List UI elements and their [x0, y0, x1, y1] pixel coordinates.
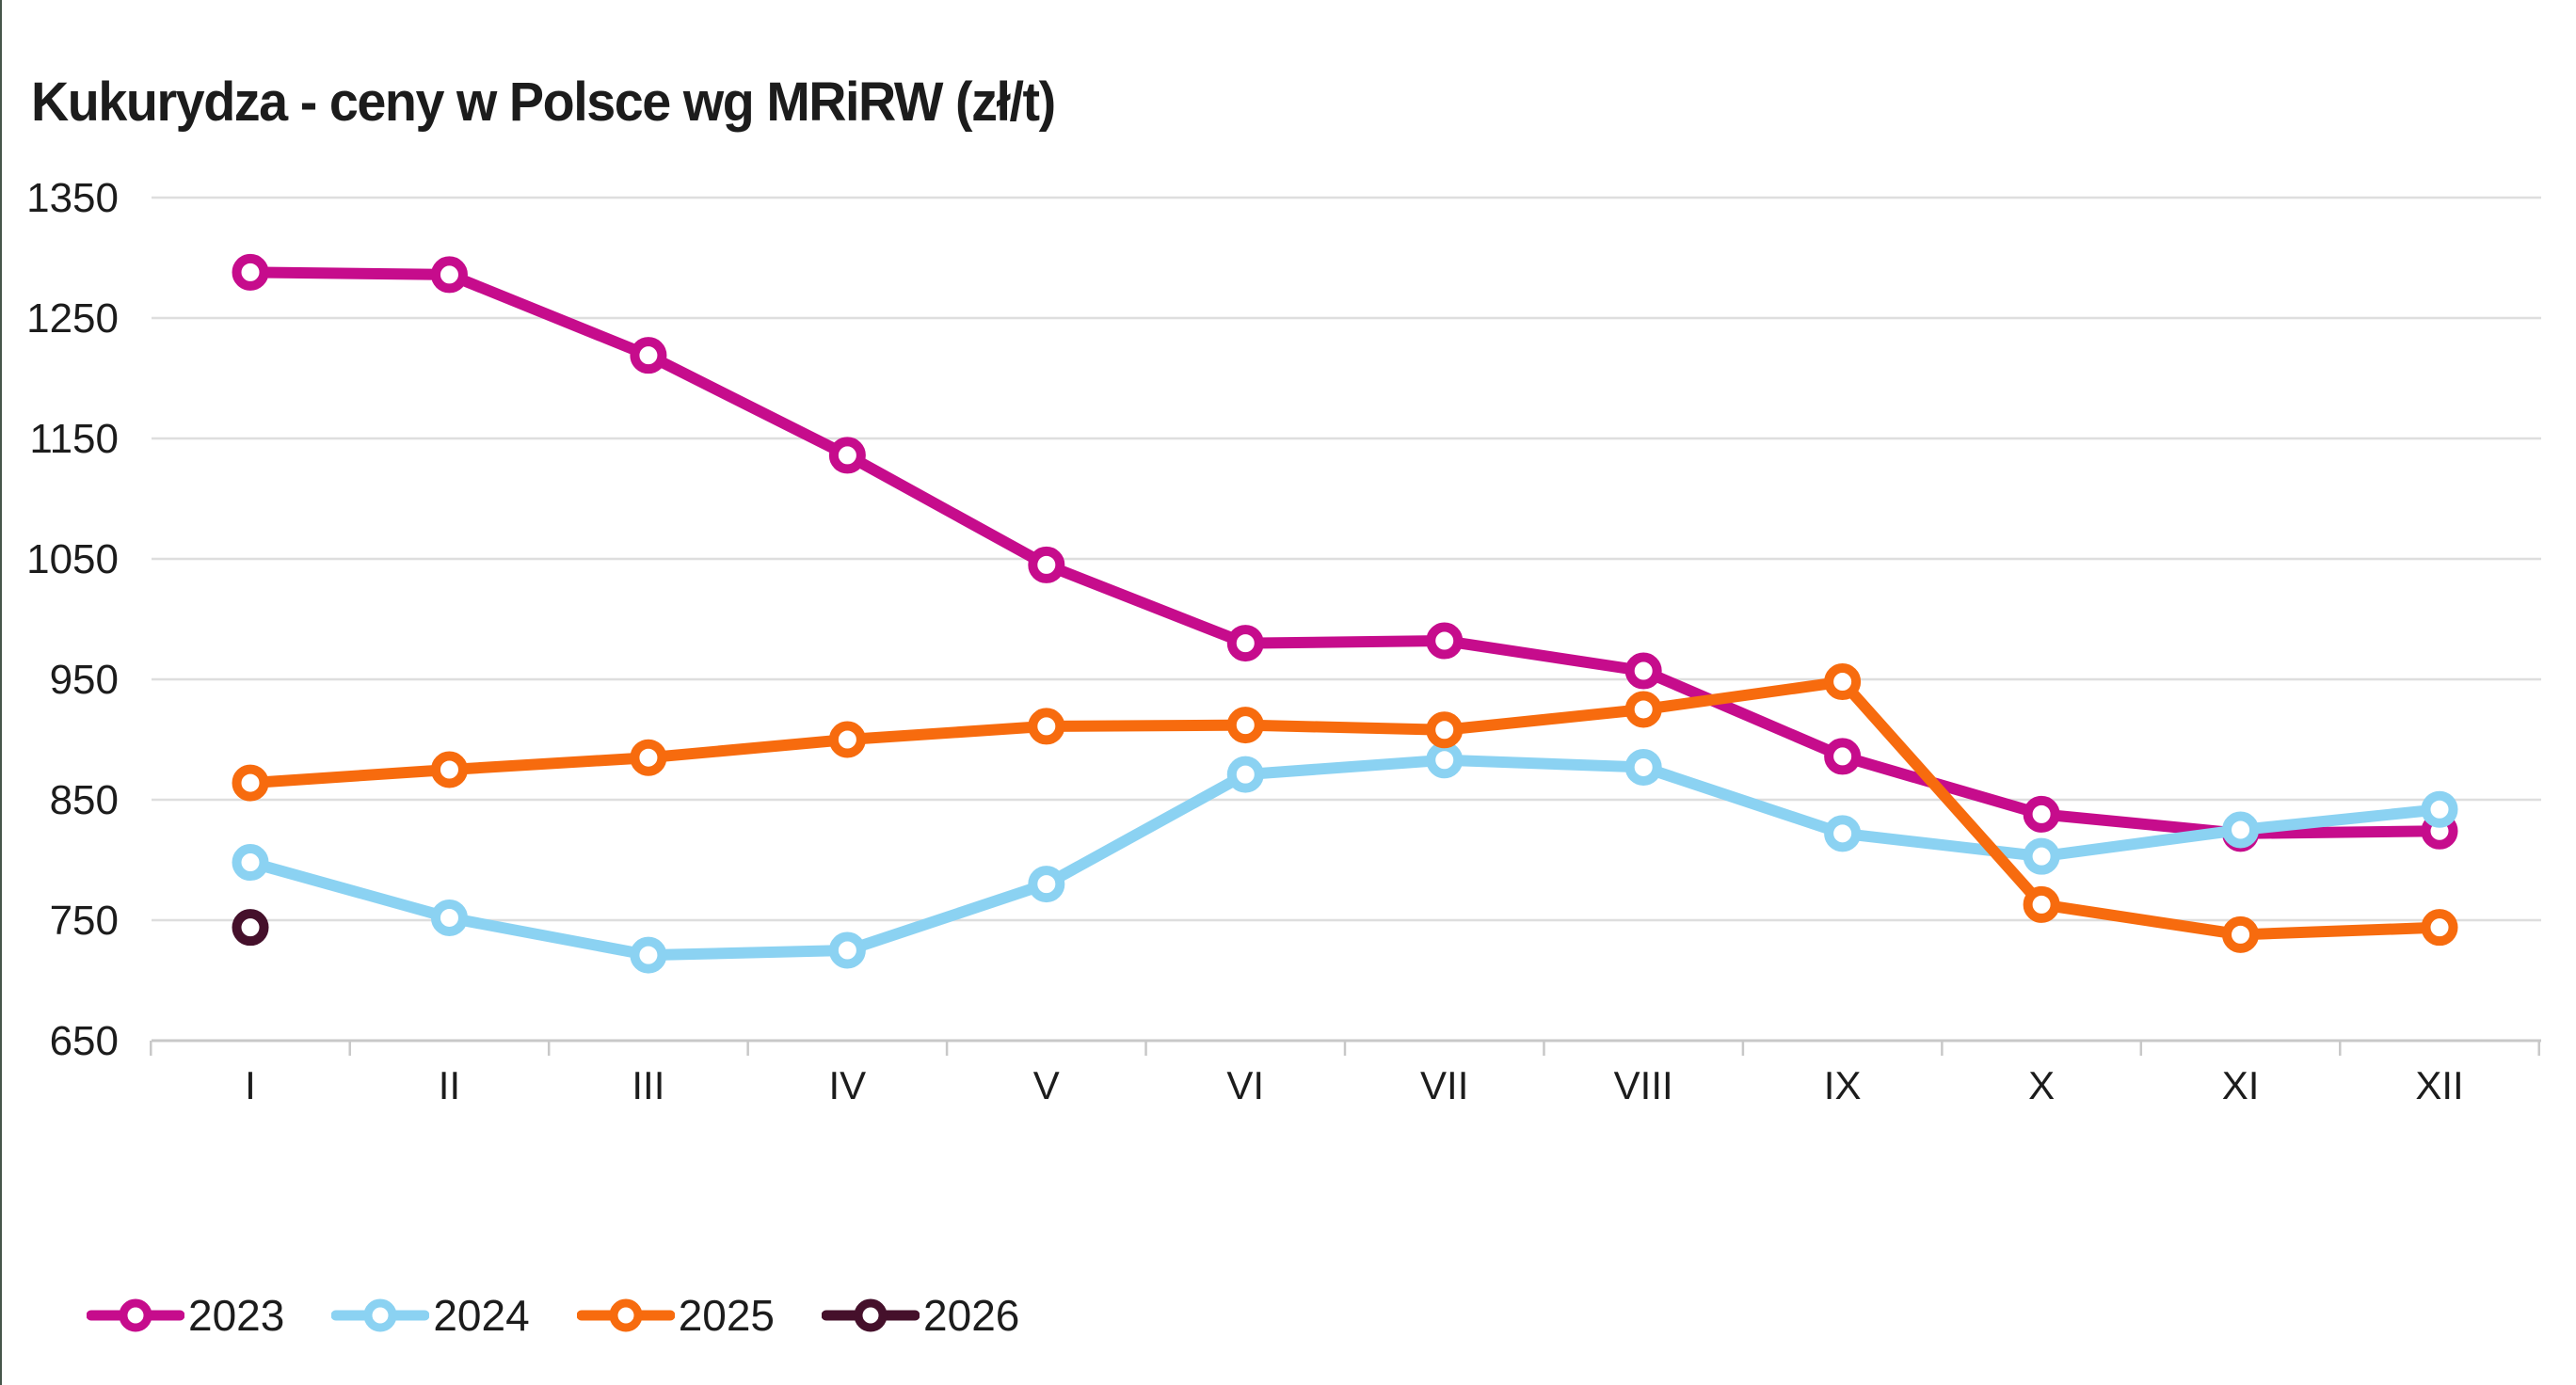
- chart-legend: 2023 2024 2025 2026: [87, 1287, 1019, 1344]
- data-point-2025[interactable]: [1226, 707, 1264, 744]
- legend-marker-icon: [576, 1298, 675, 1332]
- data-point-2025[interactable]: [1824, 663, 1862, 701]
- data-point-2024[interactable]: [1624, 748, 1662, 786]
- data-point-2023[interactable]: [2023, 795, 2060, 833]
- y-axis-label: 850: [50, 777, 119, 823]
- data-point-2024[interactable]: [1426, 741, 1464, 779]
- data-point-2024[interactable]: [430, 899, 468, 936]
- x-axis-label: II: [439, 1063, 460, 1107]
- legend-marker-icon: [87, 1298, 184, 1332]
- y-axis-label: 1150: [29, 416, 119, 462]
- x-axis-label: III: [632, 1063, 664, 1107]
- x-axis-label: XI: [2222, 1063, 2260, 1107]
- legend-item-2025[interactable]: 2025: [576, 1290, 776, 1341]
- data-point-2023[interactable]: [1426, 622, 1464, 660]
- data-point-2024[interactable]: [828, 931, 866, 969]
- data-point-2025[interactable]: [2023, 885, 2060, 923]
- data-point-2025[interactable]: [1426, 711, 1464, 749]
- data-point-2025[interactable]: [1624, 691, 1662, 728]
- legend-label: 2025: [678, 1291, 776, 1340]
- y-axis-label: 650: [50, 1018, 119, 1064]
- data-point-2024[interactable]: [2222, 811, 2260, 849]
- series-line-2025: [245, 676, 2445, 941]
- data-point-2023[interactable]: [1226, 625, 1264, 662]
- y-axis-label: 1250: [26, 295, 119, 342]
- data-point-2024[interactable]: [1226, 756, 1264, 793]
- data-point-2025[interactable]: [828, 721, 866, 758]
- x-axis-label: I: [245, 1063, 256, 1107]
- data-point-2024[interactable]: [2421, 790, 2458, 828]
- legend-marker-icon: [822, 1298, 920, 1332]
- series-line-2024: [245, 754, 2445, 962]
- y-axis-label: 750: [50, 898, 119, 944]
- legend-item-2023[interactable]: 2023: [87, 1290, 284, 1341]
- data-point-2025[interactable]: [430, 751, 468, 788]
- x-axis-label: V: [1033, 1063, 1060, 1107]
- series-line-2023: [245, 266, 2445, 839]
- legend-label: 2024: [433, 1291, 530, 1340]
- window-left-edge: [0, 0, 2, 1385]
- data-point-2023[interactable]: [232, 253, 269, 291]
- legend-marker-icon: [331, 1298, 430, 1332]
- data-point-2023[interactable]: [1624, 652, 1662, 690]
- data-point-2024[interactable]: [2023, 837, 2060, 875]
- x-axis-label: VI: [1226, 1063, 1264, 1107]
- data-point-2023[interactable]: [1028, 546, 1065, 583]
- data-point-2025[interactable]: [2222, 915, 2260, 953]
- y-axis-label: 1350: [26, 175, 119, 221]
- data-point-2024[interactable]: [1824, 815, 1862, 852]
- y-axis-label: 950: [50, 657, 119, 703]
- legend-item-2026[interactable]: 2026: [822, 1290, 1019, 1341]
- legend-label: 2026: [923, 1291, 1020, 1340]
- data-point-2024[interactable]: [1028, 866, 1065, 903]
- legend-label: 2023: [188, 1291, 285, 1340]
- legend-item-2024[interactable]: 2024: [331, 1290, 530, 1341]
- data-point-2024[interactable]: [232, 844, 269, 882]
- x-axis-label: IX: [1824, 1063, 1862, 1107]
- x-axis-label: XII: [2415, 1063, 2463, 1107]
- y-axis-label: 1050: [26, 536, 119, 582]
- data-point-2026[interactable]: [232, 909, 269, 947]
- data-point-2023[interactable]: [828, 437, 866, 474]
- x-axis-label: VII: [1420, 1063, 1468, 1107]
- data-point-2023[interactable]: [630, 337, 667, 374]
- data-point-2025[interactable]: [1028, 708, 1065, 745]
- data-point-2024[interactable]: [630, 936, 667, 974]
- data-point-2025[interactable]: [232, 764, 269, 802]
- x-axis-label: IV: [829, 1063, 867, 1107]
- x-axis-label: X: [2028, 1063, 2055, 1107]
- data-point-2023[interactable]: [430, 256, 468, 294]
- data-point-2023[interactable]: [1824, 738, 1862, 775]
- chart-title: Kukurydza - ceny w Polsce wg MRiRW (zł/t…: [31, 71, 1056, 133]
- x-axis-label: VIII: [1614, 1063, 1673, 1107]
- data-point-2025[interactable]: [2421, 909, 2458, 947]
- data-point-2025[interactable]: [630, 739, 667, 776]
